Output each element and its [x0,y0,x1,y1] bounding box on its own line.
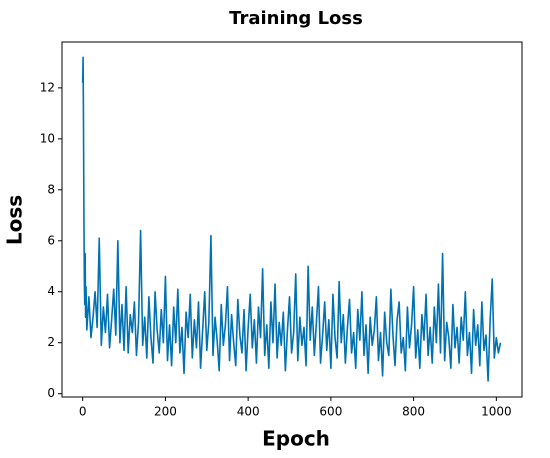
x-tick-label: 200 [154,405,177,419]
plot-frame [61,41,523,398]
x-axis-label: Epoch [262,427,330,451]
y-tick-label: 6 [47,233,55,247]
x-tick-label: 400 [237,405,260,419]
x-tick-label: 1000 [481,405,512,419]
y-axis-label: Loss [3,195,27,245]
y-tick-label: 2 [47,335,55,349]
y-tick-label: 8 [47,182,55,196]
x-tick-label: 0 [79,405,87,419]
x-tick-label: 600 [319,405,342,419]
y-tick-label: 12 [40,80,55,94]
y-tick-label: 4 [47,284,55,298]
x-tick-label: 800 [402,405,425,419]
y-tick-label: 10 [40,131,55,145]
loss-line [81,56,502,382]
y-tick-label: 0 [47,386,55,400]
chart-title: Training Loss [229,8,363,29]
